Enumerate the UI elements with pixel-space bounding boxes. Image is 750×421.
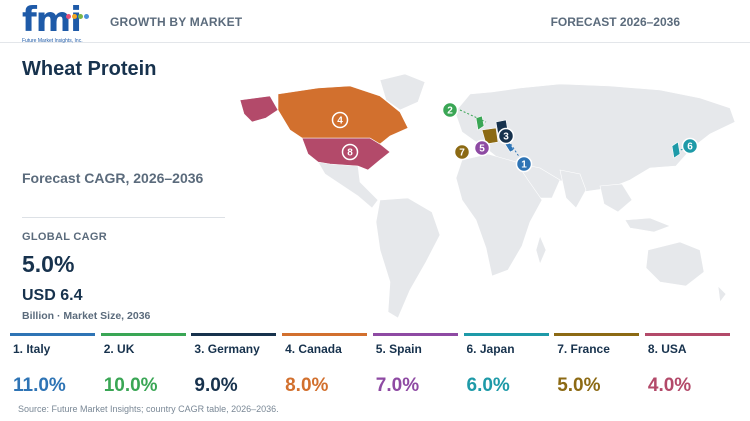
map-marker — [515, 155, 533, 173]
growth-by-market-label: GROWTH BY MARKET — [110, 15, 243, 29]
country-color-bar — [644, 333, 730, 336]
fmi-logo: fmi Future Market Insights, Inc. — [22, 0, 90, 44]
country-cagr-value: 9.0% — [194, 375, 238, 396]
map-marker — [453, 143, 471, 161]
map-marker-label: 7 — [459, 148, 465, 159]
map-marker — [331, 111, 349, 129]
map-marker-label: 1 — [521, 160, 527, 171]
country-name: 7. France — [557, 342, 610, 356]
map-marker-label: 3 — [503, 132, 509, 143]
country-card: 6. Japan 6.0% — [463, 333, 549, 399]
market-size-value: USD 6.4 — [22, 287, 83, 304]
country-cagr-value: 5.0% — [557, 375, 601, 396]
map-canada — [277, 85, 409, 145]
country-name: 8. USA — [647, 342, 687, 356]
map-marker — [681, 137, 699, 155]
country-card: 5. Spain 7.0% — [372, 333, 458, 399]
logo-dots — [66, 6, 90, 24]
country-cagr-value: 10.0% — [103, 375, 158, 396]
page-title: Wheat Protein — [22, 58, 157, 80]
map-japan — [671, 141, 681, 159]
map-markers: 1 2 3 4 5 6 7 8 — [331, 101, 699, 173]
country-color-bar — [100, 333, 186, 336]
world-map: 1 2 3 4 5 6 7 8 — [239, 73, 736, 319]
map-marker-label: 6 — [687, 142, 693, 153]
country-cagr-value: 6.0% — [466, 375, 510, 396]
country-card: 7. France 5.0% — [554, 333, 640, 399]
country-color-bar — [372, 333, 458, 336]
map-marker — [497, 127, 515, 145]
country-color-bar — [10, 333, 95, 336]
country-name: 2. UK — [103, 342, 135, 356]
country-card: 4. Canada 8.0% — [282, 333, 368, 399]
map-marker-label: 4 — [337, 116, 343, 127]
country-color-bar — [463, 333, 549, 336]
header-bar: fmi Future Market Insights, Inc. GROWTH … — [0, 0, 750, 44]
country-card: 1. Italy 11.0% — [10, 333, 95, 399]
map-usa — [301, 137, 391, 171]
country-name: 5. Spain — [375, 342, 422, 356]
country-card: 8. USA 4.0% — [644, 333, 730, 399]
country-cagr-value: 8.0% — [285, 375, 329, 396]
country-cagr-value: 11.0% — [13, 375, 66, 396]
map-marker-label: 8 — [347, 148, 353, 159]
country-name: 1. Italy — [13, 342, 51, 356]
map-marker-label: 5 — [479, 144, 485, 155]
country-color-bar — [282, 333, 368, 336]
map-marker — [441, 101, 459, 119]
global-cagr-label: GLOBAL CAGR — [22, 231, 107, 243]
logo-wordmark: fmi — [22, 0, 82, 40]
country-name: 3. Germany — [194, 342, 260, 356]
global-cagr-value: 5.0% — [22, 251, 75, 277]
country-cagr-value: 7.0% — [375, 375, 420, 396]
forecast-cagr-label: Forecast CAGR, 2026–2036 — [22, 170, 204, 186]
logo-tagline: Future Market Insights, Inc. — [22, 38, 83, 44]
map-uk — [475, 115, 485, 131]
source-note: Source: Future Market Insights; country … — [18, 404, 279, 414]
country-cagr-value: 4.0% — [647, 375, 692, 396]
country-color-bar — [554, 333, 640, 336]
country-card: 3. Germany 9.0% — [191, 333, 277, 399]
country-name: 6. Japan — [466, 342, 515, 356]
map-france — [481, 127, 499, 145]
forecast-period-label: FORECAST 2026–2036 — [550, 15, 680, 29]
country-color-bar — [191, 333, 277, 336]
country-cagr-row: 1. Italy 11.0% 2. UK 10.0% 3. Germany 9.0% 4. … — [10, 333, 750, 403]
country-card: 2. UK 10.0% — [100, 333, 186, 399]
divider — [22, 217, 225, 218]
map-marker — [341, 143, 359, 161]
map-marker-label: 2 — [447, 106, 453, 117]
map-marker — [473, 139, 491, 157]
country-name: 4. Canada — [285, 342, 342, 356]
market-size-note: Billion · Market Size, 2036 — [22, 310, 151, 322]
map-alaska — [239, 95, 279, 123]
